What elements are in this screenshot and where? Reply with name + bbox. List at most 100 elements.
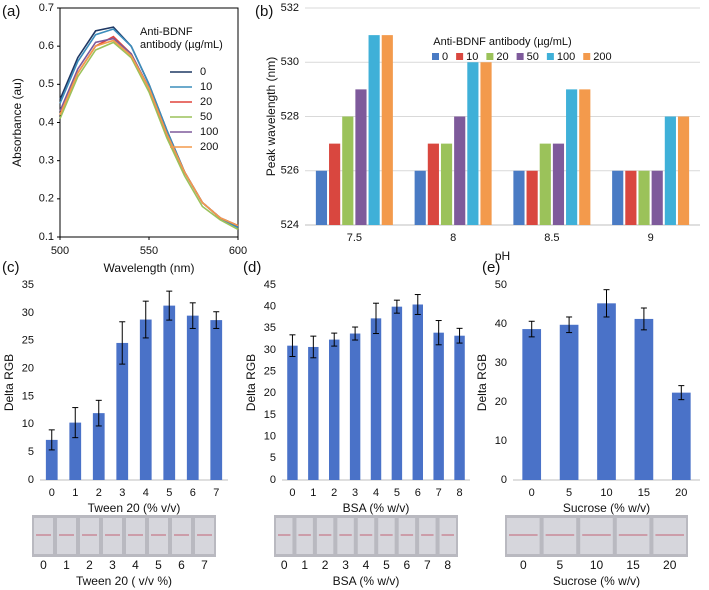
y-tick-label: 15: [22, 390, 34, 402]
bar: [579, 89, 591, 225]
x-tick-label: 3: [119, 487, 125, 499]
y-tick-label: 0.6: [39, 40, 54, 52]
y-tick-label: 30: [22, 307, 34, 319]
error-bar: [393, 299, 400, 314]
y-axis-label: Absorbance (au): [10, 78, 24, 167]
strip-label: 0: [40, 558, 47, 572]
strip-cell: [316, 518, 334, 554]
strip-label: 7: [424, 558, 431, 572]
strip-label: 5: [383, 558, 390, 572]
error-bar: [528, 320, 535, 338]
y-tick-label: 5: [270, 452, 276, 464]
error-bar: [48, 429, 55, 451]
y-tick-label: 45: [264, 279, 276, 291]
strip-cell: [378, 518, 395, 554]
bar: [139, 319, 152, 480]
legend-title-text: Anti-BDNF antibody (µg/mL): [140, 26, 223, 51]
strip-label: 2: [86, 558, 93, 572]
x-tick-label: 3: [352, 487, 358, 499]
error-bar: [189, 302, 196, 329]
strip-label: 5: [155, 558, 162, 572]
strip-label: 6: [404, 558, 411, 572]
error-bar: [603, 289, 610, 318]
bar: [391, 306, 403, 480]
bar: [342, 116, 354, 225]
bar: [329, 143, 341, 225]
bar: [349, 333, 361, 480]
error-bar: [566, 316, 573, 334]
bar: [671, 392, 691, 480]
x-tick-label: 7.5: [347, 232, 362, 244]
y-tick-label: 0.5: [39, 78, 54, 90]
bar: [440, 143, 453, 225]
strip-label: 6: [178, 558, 185, 572]
bar: [163, 305, 176, 480]
x-tick-label: 9: [648, 232, 654, 244]
spectrum-line: [59, 41, 239, 231]
legend-title: Anti-BDNF antibody (µg/mL): [433, 36, 571, 48]
bar: [625, 170, 637, 225]
strip-label: 4: [363, 558, 370, 572]
bar: [368, 35, 380, 225]
y-tick-label: 35: [22, 279, 34, 291]
x-axis-label: pH: [495, 249, 510, 263]
strip-label: 5: [557, 558, 564, 572]
strip-cell: [34, 518, 53, 554]
x-tick-label: 7: [436, 487, 442, 499]
strip-cell: [439, 518, 456, 554]
strip-label: 4: [132, 558, 139, 572]
y-tick-label: 15: [264, 409, 276, 421]
x-tick-label: 6: [415, 487, 421, 499]
strip-cell: [337, 518, 354, 554]
strip-caption: BSA (% w/v): [333, 574, 400, 588]
legend-label: 0: [442, 51, 448, 63]
x-tick-label: 8: [450, 232, 456, 244]
y-tick-label: 0.4: [39, 116, 54, 128]
x-axis-label: Tween 20 (% v/v): [88, 501, 181, 515]
bar: [381, 35, 393, 225]
legend-label: 0: [200, 66, 206, 78]
panel-label: (c): [2, 259, 20, 276]
legend-swatch: [516, 53, 524, 60]
y-tick-label: 25: [264, 366, 276, 378]
x-axis-label: BSA (% w/v): [343, 501, 410, 515]
error-bar: [640, 307, 647, 331]
bar: [45, 439, 58, 480]
x-tick-label: 7: [213, 487, 219, 499]
legend-title: Anti-BDNF antibody (µg/mL): [140, 26, 223, 51]
y-tick-label: 528: [281, 110, 299, 122]
y-tick-label: 20: [264, 387, 276, 399]
x-tick-label: 8.5: [544, 232, 559, 244]
x-tick-label: 6: [190, 487, 196, 499]
strip-label: 7: [201, 558, 208, 572]
y-tick-label: 10: [22, 418, 34, 430]
error-bar: [95, 399, 102, 427]
bar: [526, 170, 538, 225]
y-tick-label: 0: [28, 474, 34, 486]
strip-cell: [419, 518, 436, 554]
legend-label: 200: [593, 51, 611, 63]
strip-cell: [507, 518, 540, 554]
x-tick-label: 600: [229, 245, 247, 257]
strip-caption: Tween 20 ( v/v %): [76, 574, 172, 588]
bar: [308, 346, 319, 480]
y-tick-label: 20: [22, 362, 34, 374]
strip-photo: [32, 515, 216, 557]
legend-swatch: [583, 53, 591, 60]
error-bar: [373, 302, 379, 335]
y-axis-label: Peak wavelength (nm): [264, 57, 278, 176]
error-bar: [414, 294, 421, 315]
x-tick-label: 10: [600, 487, 612, 499]
strip-label: 1: [63, 558, 70, 572]
legend-label: 100: [200, 126, 218, 138]
legend-label: 20: [200, 96, 212, 108]
bar: [677, 116, 690, 225]
x-tick-label: 550: [140, 245, 158, 257]
y-tick-label: 30: [264, 344, 276, 356]
y-tick-label: 35: [264, 322, 276, 334]
bar: [116, 342, 129, 480]
strip-label: 8: [444, 558, 451, 572]
error-bar: [331, 332, 338, 347]
